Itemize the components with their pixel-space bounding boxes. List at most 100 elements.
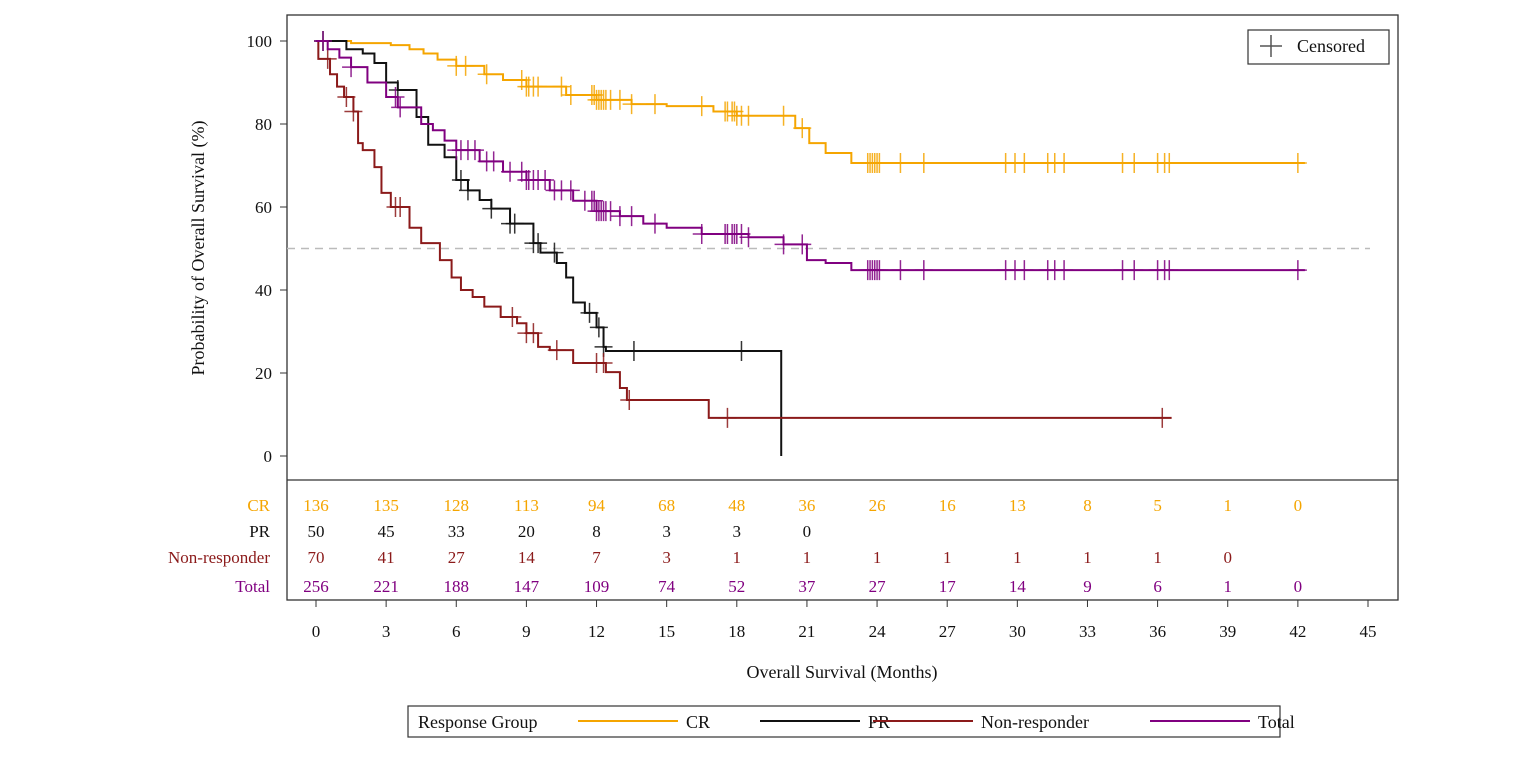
x-tick-label: 39 (1219, 622, 1236, 641)
at-risk-count: 3 (662, 548, 671, 567)
censor-mark-total (739, 227, 758, 248)
at-risk-count: 8 (592, 522, 601, 541)
survival-curve-total (316, 40, 1305, 272)
x-tick-label: 45 (1360, 622, 1377, 641)
at-risk-count: 50 (308, 522, 325, 541)
censor-mark-cr (561, 84, 580, 105)
censor-mark-pr (545, 242, 564, 263)
censor-mark-non-responder (718, 407, 737, 428)
censor-mark-total (342, 57, 361, 78)
censor-mark-total (645, 213, 664, 234)
censor-mark-pr (505, 213, 524, 234)
censor-mark-cr (529, 76, 548, 97)
censor-mark-cr (1015, 153, 1034, 174)
at-risk-count: 36 (798, 496, 815, 515)
at-risk-count: 0 (803, 522, 812, 541)
censor-mark-total (391, 97, 410, 118)
x-tick-label: 30 (1009, 622, 1026, 641)
censor-mark-cr (1055, 153, 1074, 174)
censor-mark-total (870, 260, 889, 281)
censor-mark-total (1125, 260, 1144, 281)
at-risk-count: 1 (803, 548, 812, 567)
censor-mark-total (1288, 260, 1307, 281)
censor-mark-cr (793, 118, 812, 139)
at-risk-count: 27 (869, 577, 887, 596)
x-tick-label: 15 (658, 622, 675, 641)
censor-mark-total (314, 31, 333, 51)
x-tick-label: 3 (382, 622, 391, 641)
censor-mark-total (1055, 260, 1074, 281)
censor-mark-pr (580, 302, 599, 323)
censor-mark-non-responder (318, 48, 337, 69)
at-risk-count: 0 (1294, 496, 1303, 515)
at-risk-count: 221 (373, 577, 399, 596)
censor-mark-total (622, 206, 641, 227)
at-risk-count: 94 (588, 496, 606, 515)
legend-label: CR (686, 712, 710, 732)
censor-mark-cr (1288, 153, 1307, 174)
at-risk-count: 74 (658, 577, 676, 596)
censor-mark-non-responder (594, 353, 613, 374)
censor-mark-non-responder (503, 306, 522, 327)
censor-mark-total (732, 223, 751, 244)
at-risk-count: 45 (378, 522, 395, 541)
x-tick-label: 9 (522, 622, 531, 641)
at-risk-count: 8 (1083, 496, 1092, 515)
survival-curve-cr (316, 40, 1305, 165)
at-risk-count: 136 (303, 496, 329, 515)
legend-title: Response Group (418, 712, 538, 732)
y-tick-label: 80 (255, 115, 272, 134)
plot-frame (286, 14, 1399, 601)
at-risk-count: 27 (448, 548, 466, 567)
censor-mark-cr (610, 89, 629, 110)
x-tick-label: 27 (939, 622, 957, 641)
censor-mark-cr (622, 94, 641, 115)
y-axis-label: Probability of Overall Survival (%) (188, 121, 209, 376)
x-axis-label: Overall Survival (Months) (747, 662, 938, 683)
censor-mark-non-responder (524, 323, 543, 344)
censor-marker-icon (1260, 35, 1282, 57)
censor-mark-cr (645, 94, 664, 115)
at-risk-row-label: PR (249, 522, 270, 541)
at-risk-count: 14 (518, 548, 536, 567)
censor-mark-total (692, 223, 711, 244)
at-risk-count: 0 (1294, 577, 1303, 596)
at-risk-count: 1 (733, 548, 742, 567)
at-risk-count: 1 (1223, 496, 1232, 515)
at-risk-row-label: Total (235, 577, 270, 596)
at-risk-count: 17 (939, 577, 957, 596)
censor-mark-total (561, 180, 580, 201)
x-tick-label: 6 (452, 622, 461, 641)
at-risk-count: 14 (1009, 577, 1027, 596)
at-risk-count: 147 (514, 577, 540, 596)
at-risk-count: 6 (1153, 577, 1162, 596)
at-risk-count: 1 (1223, 577, 1232, 596)
survival-curve-non-responder (316, 40, 1172, 419)
group-legend: Response Group CR PR Non-responder Total (407, 705, 1295, 738)
censor-mark-total (793, 234, 812, 255)
censor-mark-pr (624, 341, 643, 362)
at-risk-count: 3 (662, 522, 671, 541)
censor-mark-pr (458, 180, 477, 201)
y-tick-label: 40 (255, 281, 272, 300)
x-tick-label: 12 (588, 622, 605, 641)
censor-mark-total (512, 161, 531, 182)
x-tick-label: 18 (728, 622, 745, 641)
censor-mark-total (386, 87, 405, 108)
censor-mark-cr (891, 153, 910, 174)
at-risk-count: 52 (728, 577, 745, 596)
censor-mark-cr (725, 101, 744, 122)
at-risk-count: 26 (869, 496, 886, 515)
at-risk-count: 0 (1223, 548, 1232, 567)
censor-mark-total (914, 260, 933, 281)
x-tick-label: 33 (1079, 622, 1096, 641)
at-risk-count: 256 (303, 577, 329, 596)
at-risk-count: 3 (733, 522, 742, 541)
censor-mark-cr (774, 105, 793, 126)
y-tick-label: 20 (255, 364, 272, 383)
at-risk-count: 128 (444, 496, 470, 515)
censor-mark-pr (529, 233, 548, 254)
x-tick-label: 21 (798, 622, 815, 641)
censor-mark-non-responder (337, 87, 356, 108)
y-tick-label: 0 (264, 447, 273, 466)
